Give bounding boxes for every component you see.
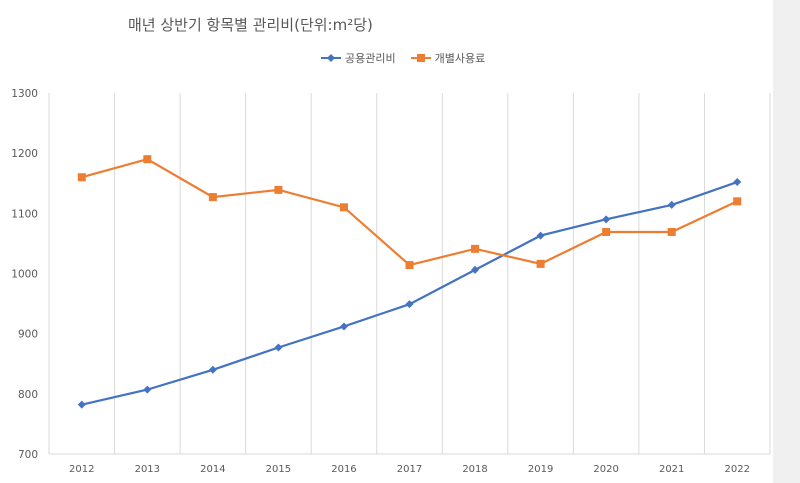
data-point [536,259,545,268]
data-point [667,227,676,236]
legend-label: 공용관리비 [345,52,396,65]
data-point [208,193,217,202]
y-tick-label: 1100 [11,208,38,220]
square-marker-icon [410,54,431,62]
data-point [667,200,676,209]
data-point [471,265,480,274]
data-point [274,343,283,352]
diamond-marker-icon [321,54,341,62]
legend-label: 개별사용료 [434,52,486,65]
x-tick-label: 2012 [69,464,94,475]
x-tick-label: 2014 [200,464,225,475]
data-point [208,365,217,374]
x-tick-label: 2020 [593,464,618,475]
data-point [274,185,283,194]
x-tick-label: 2019 [528,464,553,475]
x-tick-label: 2016 [331,464,356,475]
data-point [536,231,545,240]
x-tick-label: 2015 [266,464,291,475]
x-tick-label: 2022 [725,464,750,475]
window-edge [773,0,800,483]
data-point [77,400,86,409]
data-point [733,178,742,187]
legend-item-series-0: 공용관리비 [320,50,396,66]
legend-item-series-1: 개별사용료 [410,50,486,66]
x-tick-label: 2013 [135,464,160,475]
y-tick-label: 1200 [11,148,38,160]
x-tick-label: 2018 [462,464,487,475]
legend: 공용관리비 개별사용료 [320,50,485,66]
y-tick-label: 1000 [11,269,38,281]
data-point [733,197,742,206]
y-tick-label: 900 [18,329,38,341]
data-point [405,261,414,270]
x-tick-label: 2017 [397,464,422,475]
data-point [602,215,611,224]
data-point [339,322,348,331]
data-point [339,203,348,212]
chart-title: 매년 상반기 항목별 관리비(단위:m²당) [128,16,373,34]
x-tick-label: 2021 [659,464,684,475]
data-point [405,300,414,309]
y-tick-label: 800 [18,389,38,401]
data-point [143,385,152,394]
data-point [77,173,86,182]
data-point [602,227,611,236]
data-point [143,155,152,164]
y-tick-label: 700 [18,449,38,461]
data-point [471,244,480,253]
y-tick-label: 1300 [11,88,38,100]
